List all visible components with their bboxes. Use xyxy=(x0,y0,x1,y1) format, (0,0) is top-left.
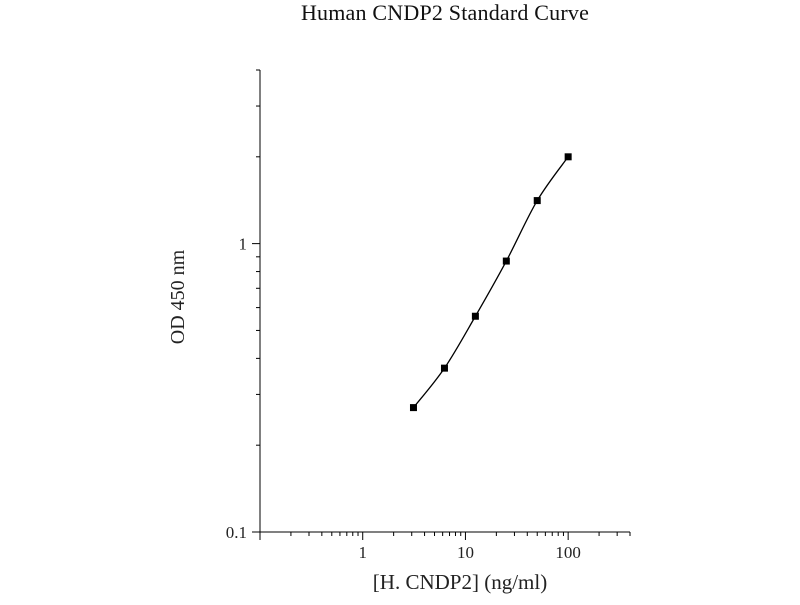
fit-curve-layer xyxy=(412,156,569,409)
axes: 1 10 100 0.1 1 xyxy=(226,69,631,562)
y-tick-label: 1 xyxy=(239,235,248,254)
fit-curve xyxy=(412,156,569,409)
chart-title: Human CNDP2 Standard Curve xyxy=(0,0,800,26)
y-tick-label: 0.1 xyxy=(226,523,247,542)
data-point xyxy=(564,153,572,161)
x-tick-label: 1 xyxy=(358,543,367,562)
chart-title-text: Human CNDP2 Standard Curve xyxy=(300,0,590,25)
data-point xyxy=(440,364,448,372)
x-tick-label: 100 xyxy=(555,543,581,562)
x-axis-label: [H. CNDP2] (ng/ml) xyxy=(373,570,547,594)
data-points xyxy=(409,153,572,412)
y-axis-label: OD 450 nm xyxy=(167,249,189,344)
data-point xyxy=(409,404,417,412)
data-point xyxy=(471,312,479,320)
data-point xyxy=(502,257,510,265)
x-tick-label: 10 xyxy=(457,543,474,562)
data-point xyxy=(533,197,541,205)
